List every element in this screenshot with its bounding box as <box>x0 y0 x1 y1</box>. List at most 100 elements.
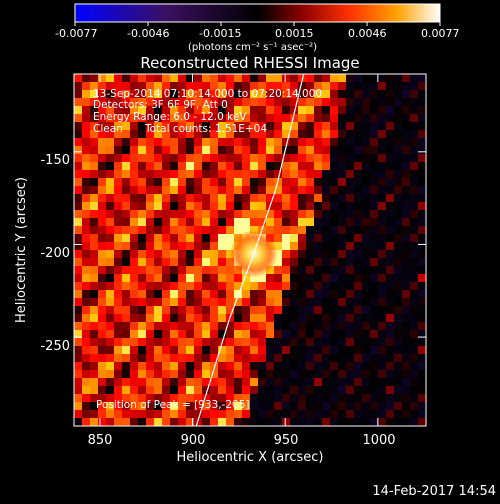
heatmap-cell <box>234 218 243 227</box>
heatmap-cell <box>386 370 395 379</box>
heatmap-cell <box>378 378 387 387</box>
heatmap-cell <box>82 378 91 387</box>
heatmap-cell <box>242 346 251 355</box>
heatmap-cell <box>194 394 203 403</box>
heatmap-cell <box>74 330 83 339</box>
heatmap-cell <box>306 242 315 251</box>
heatmap-cell <box>194 306 203 315</box>
heatmap-cell <box>98 234 107 243</box>
heatmap-cell <box>298 98 307 107</box>
heatmap-cell <box>186 314 195 323</box>
heatmap-cell <box>394 418 403 426</box>
heatmap-cell <box>226 394 235 403</box>
heatmap-cell <box>370 290 379 299</box>
heatmap-cell <box>418 218 426 227</box>
heatmap-cell <box>258 170 267 179</box>
heatmap-cell <box>290 306 299 315</box>
heatmap-cell <box>394 242 403 251</box>
heatmap-cell <box>234 114 243 123</box>
heatmap-cell <box>402 290 411 299</box>
heatmap-cell <box>178 242 187 251</box>
heatmap-cell <box>346 242 355 251</box>
heatmap-cell <box>98 98 107 107</box>
heatmap-cell <box>362 354 371 363</box>
heatmap-cell <box>234 98 243 107</box>
heatmap-cell <box>146 346 155 355</box>
heatmap-cell <box>202 114 211 123</box>
heatmap-cell <box>74 146 83 155</box>
heatmap-cell <box>178 298 187 307</box>
heatmap-cell <box>258 314 267 323</box>
heatmap-cell <box>378 298 387 307</box>
heatmap-cell <box>290 322 299 331</box>
heatmap-cell <box>74 370 83 379</box>
heatmap-cell <box>418 322 426 331</box>
heatmap-cell <box>154 346 163 355</box>
heatmap-cell <box>226 410 235 419</box>
heatmap-cell <box>98 402 107 411</box>
heatmap-cell <box>162 226 171 235</box>
heatmap-cell <box>370 330 379 339</box>
heatmap-cell <box>346 74 355 83</box>
heatmap-cell <box>410 138 419 147</box>
heatmap-cell <box>210 314 219 323</box>
heatmap-cell <box>306 146 315 155</box>
heatmap-cell <box>170 322 179 331</box>
heatmap-cell <box>418 82 426 91</box>
heatmap-cell <box>410 162 419 171</box>
heatmap-cell <box>106 98 115 107</box>
heatmap-cell <box>314 218 323 227</box>
heatmap-cell <box>90 290 99 299</box>
heatmap-cell <box>362 322 371 331</box>
heatmap-cell <box>114 338 123 347</box>
heatmap-cell <box>362 130 371 139</box>
heatmap-cell <box>162 346 171 355</box>
heatmap-cell <box>130 282 139 291</box>
heatmap-cell <box>378 346 387 355</box>
heatmap-cell <box>346 394 355 403</box>
heatmap-cell <box>314 282 323 291</box>
heatmap-cell <box>114 306 123 315</box>
heatmap-cell <box>74 410 83 419</box>
heatmap-cell <box>98 130 107 139</box>
heatmap-cell <box>98 298 107 307</box>
heatmap-cell <box>290 226 299 235</box>
heatmap-cell <box>82 194 91 203</box>
heatmap-cell <box>298 186 307 195</box>
heatmap-cell <box>346 378 355 387</box>
heatmap-cell <box>122 74 131 83</box>
heatmap-cell <box>186 194 195 203</box>
heatmap-cell <box>370 418 379 426</box>
heatmap-cell <box>210 410 219 419</box>
heatmap-cell <box>362 178 371 187</box>
heatmap-cell <box>402 178 411 187</box>
heatmap-cell <box>314 290 323 299</box>
heatmap-cell <box>306 362 315 371</box>
heatmap-cell <box>274 74 283 83</box>
heatmap-cell <box>74 210 83 219</box>
heatmap-cell <box>218 194 227 203</box>
heatmap-cell <box>218 330 227 339</box>
heatmap-cell <box>114 346 123 355</box>
heatmap-cell <box>402 402 411 411</box>
heatmap-cell <box>378 370 387 379</box>
heatmap-cell <box>386 250 395 259</box>
heatmap-cell <box>322 138 331 147</box>
heatmap-cell <box>330 138 339 147</box>
heatmap-cell <box>370 282 379 291</box>
heatmap-cell <box>162 74 171 83</box>
heatmap-cell <box>354 394 363 403</box>
heatmap-cell <box>234 122 243 131</box>
heatmap-cell <box>330 274 339 283</box>
heatmap-cell <box>194 218 203 227</box>
heatmap-cell <box>322 266 331 275</box>
heatmap-cell <box>74 346 83 355</box>
heatmap-cell <box>138 346 147 355</box>
heatmap-cell <box>354 210 363 219</box>
heatmap-cell <box>298 330 307 339</box>
heatmap-cell <box>162 122 171 131</box>
heatmap-cell <box>394 354 403 363</box>
heatmap-cell <box>210 90 219 99</box>
heatmap-cell <box>394 186 403 195</box>
heatmap-cell <box>314 362 323 371</box>
